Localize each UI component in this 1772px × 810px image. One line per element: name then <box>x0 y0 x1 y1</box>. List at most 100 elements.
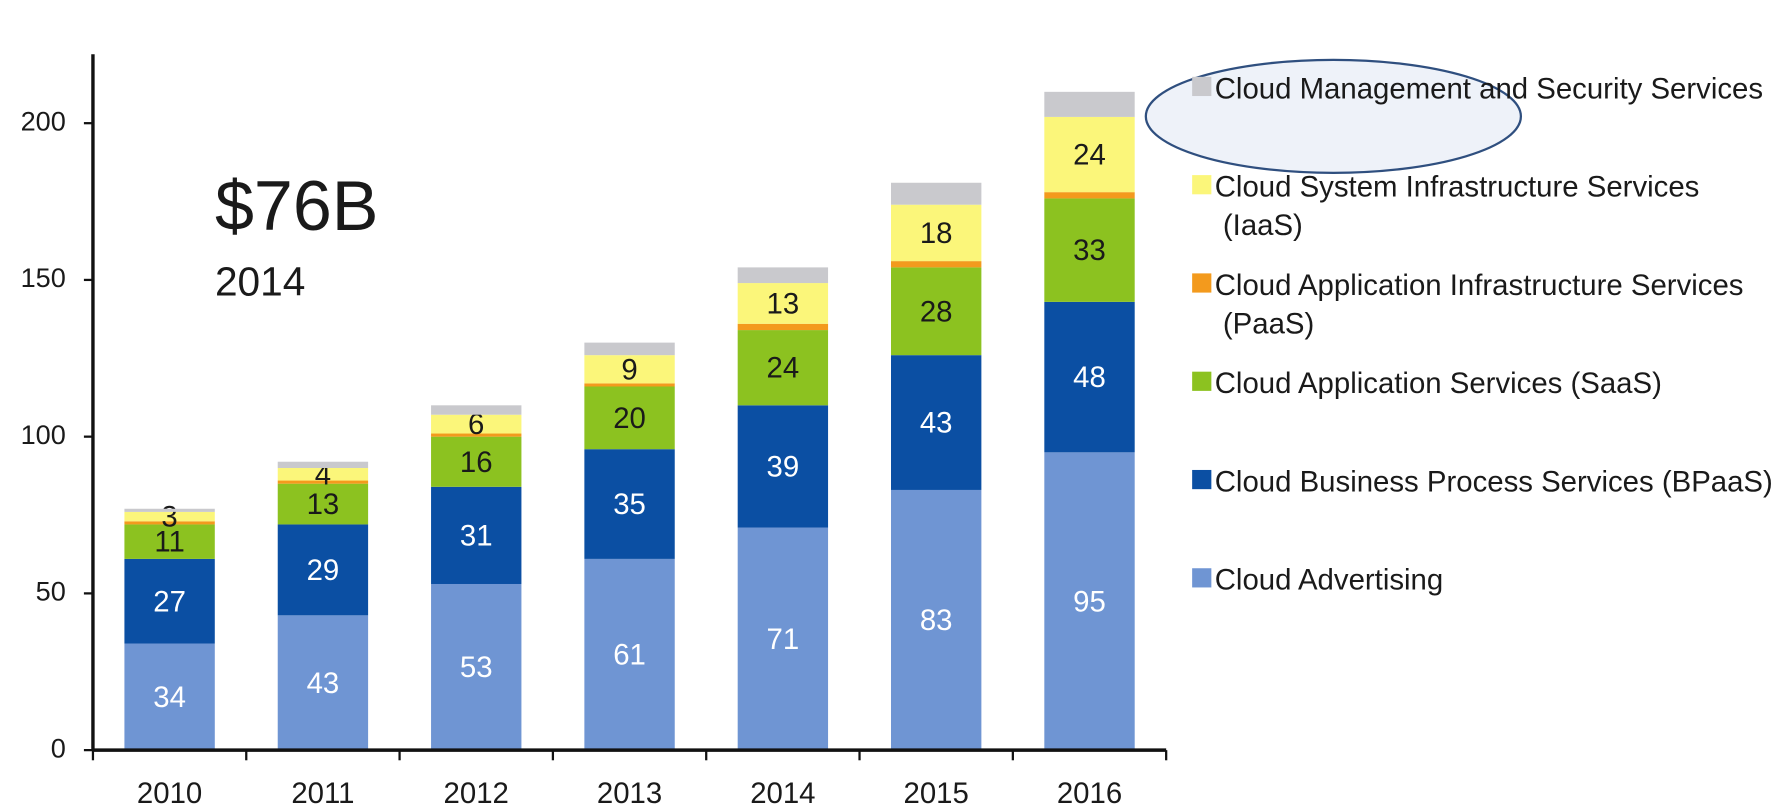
bar-segment <box>277 483 369 525</box>
legend-label: Cloud System Infrastructure Services (Ia… <box>1215 171 1700 242</box>
bar-segment <box>584 383 675 387</box>
legend-line: Cloud Business Process Services (BPaaS) <box>1215 465 1772 498</box>
annotation-amount: $76B <box>215 167 379 245</box>
bar-segment <box>737 283 829 324</box>
x-tick-label: 2010 <box>137 777 202 810</box>
data-label: 9 <box>621 353 637 386</box>
bar-segment <box>891 489 982 751</box>
x-tick-label: 2014 <box>750 777 815 810</box>
bar-segment <box>584 449 675 559</box>
bar-segment <box>277 615 369 751</box>
bar-segment <box>584 355 675 384</box>
y-tick-label: 0 <box>51 732 66 763</box>
legend-label: Cloud Management and Security Services <box>1215 72 1763 105</box>
highlight-ellipse <box>1144 58 1523 174</box>
bar-segment <box>737 323 829 331</box>
bar-segment <box>584 342 675 356</box>
bar-segment <box>431 405 522 415</box>
bar-segment <box>737 527 829 751</box>
legend-line: (IaaS) <box>1215 209 1303 242</box>
bar-segment <box>431 486 522 584</box>
data-label: 3 <box>161 501 177 534</box>
data-label: 71 <box>767 623 800 656</box>
data-label: 31 <box>460 519 493 552</box>
data-label: 6 <box>468 408 484 441</box>
data-label: 95 <box>1073 585 1106 618</box>
bar-segment <box>124 558 215 644</box>
y-tick-label: 50 <box>36 576 66 607</box>
bar-segment <box>124 508 215 512</box>
data-label: 43 <box>307 667 340 700</box>
data-label: 13 <box>307 488 340 521</box>
legend-label: Cloud Advertising <box>1215 564 1443 597</box>
bar-segment <box>431 414 522 434</box>
data-label: 29 <box>307 554 340 587</box>
data-label: 83 <box>920 604 953 637</box>
legend-line: Cloud Management and Security Services <box>1215 72 1763 105</box>
bar-segment <box>124 521 215 525</box>
data-label: 35 <box>613 488 646 521</box>
data-label: 28 <box>920 295 953 328</box>
bar-segment <box>737 330 829 406</box>
x-tick-label: 2011 <box>291 777 354 810</box>
data-label: 39 <box>767 450 800 483</box>
legend-line: Cloud Application Services (SaaS) <box>1215 367 1662 400</box>
x-tick-label: 2013 <box>597 777 662 810</box>
data-label: 48 <box>1073 361 1106 394</box>
bar-segment <box>277 461 369 469</box>
bar-segment <box>737 267 829 284</box>
data-label: 13 <box>767 287 800 320</box>
legend-swatch <box>1192 175 1212 195</box>
legend-swatch <box>1192 76 1212 97</box>
data-label: 33 <box>1073 234 1106 267</box>
bar-segment <box>277 468 369 481</box>
data-label: 43 <box>920 407 953 440</box>
legend-swatch <box>1192 273 1212 293</box>
legend-line: (PaaS) <box>1215 307 1315 340</box>
x-tick-label: 2016 <box>1057 777 1122 810</box>
bar-segment <box>1044 116 1135 193</box>
bar-segment <box>1044 198 1135 302</box>
bar-segment <box>891 355 982 490</box>
data-label: 61 <box>613 639 646 672</box>
data-label: 20 <box>613 402 646 435</box>
legend-label: Cloud Business Process Services (BPaaS) <box>1215 465 1772 498</box>
data-label: 53 <box>460 651 493 684</box>
bar-segment <box>737 405 829 528</box>
x-tick-label: 2015 <box>904 777 969 810</box>
bar-segment <box>277 480 369 484</box>
data-label: 34 <box>153 681 186 714</box>
bar-segment <box>891 261 982 268</box>
legend-line: Cloud Application Infrastructure Service… <box>1215 269 1744 302</box>
bar-segment <box>1044 452 1135 751</box>
bar-segment <box>1044 301 1135 453</box>
annotation-year: 2014 <box>215 258 305 304</box>
bar-segment <box>124 524 215 559</box>
legend-label: Cloud Application Services (SaaS) <box>1215 367 1662 400</box>
data-label: 27 <box>153 585 186 618</box>
y-tick-label: 200 <box>21 105 66 136</box>
bar-segment <box>584 558 675 751</box>
legend-swatch <box>1192 568 1212 588</box>
bar-segment <box>584 386 675 450</box>
legend-line: Cloud System Infrastructure Services <box>1215 171 1700 204</box>
data-label: 18 <box>920 217 953 250</box>
bar-segment <box>124 511 215 522</box>
x-tick-label: 2012 <box>444 777 509 810</box>
data-label: 24 <box>1073 139 1106 172</box>
legend-swatch <box>1192 469 1212 490</box>
bar-segment <box>277 524 369 616</box>
legend-line: Cloud Advertising <box>1215 564 1443 597</box>
bar-segment <box>124 643 215 751</box>
bar-segment <box>431 436 522 487</box>
bar-segment <box>891 204 982 262</box>
bar-segment <box>1044 192 1135 199</box>
bar-segment <box>431 583 522 751</box>
bar-segment <box>891 182 982 205</box>
legend-swatch <box>1192 371 1212 391</box>
data-label: 11 <box>154 526 184 559</box>
y-tick-label: 100 <box>21 419 66 450</box>
bar-segment <box>1044 91 1135 117</box>
